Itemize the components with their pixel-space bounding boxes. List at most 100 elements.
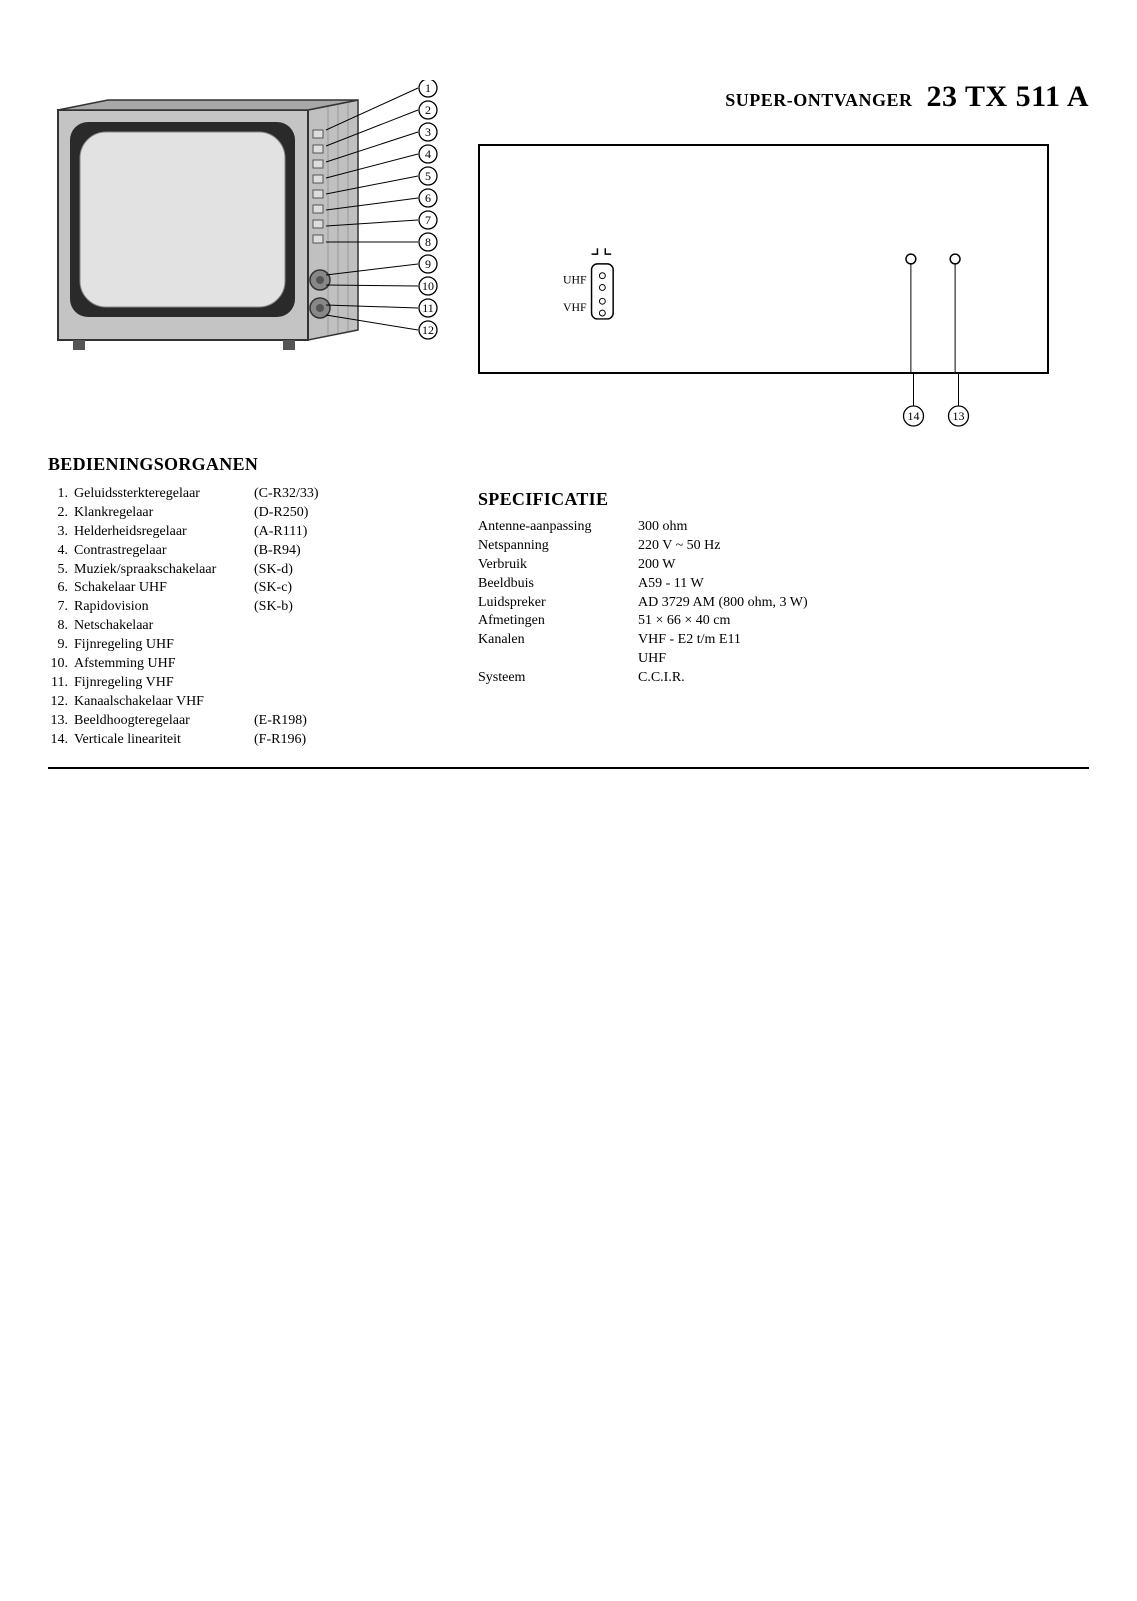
control-label: Schakelaar UHF [74, 579, 254, 598]
spec-value: 51 × 66 × 40 cm [638, 612, 1049, 631]
spec-row: BeeldbuisA59 - 11 W [478, 575, 1049, 594]
spec-key: Antenne-aanpassing [478, 518, 638, 537]
document-page: 123456789101112 SUPER-ONTVANGER 23 TX 51… [0, 0, 1137, 769]
control-label: Helderheidsregelaar [74, 523, 254, 542]
control-number: 14. [48, 731, 74, 750]
control-item: 5.Muziek/spraakschakelaar(SK-d) [48, 561, 448, 580]
rear-callouts: 14 13 [478, 374, 1049, 434]
rear-callouts-svg: 14 13 [478, 374, 1049, 434]
control-number: 10. [48, 655, 74, 674]
control-ref: (D-R250) [254, 504, 344, 523]
callout-13: 13 [953, 409, 965, 423]
control-item: 7.Rapidovision(SK-b) [48, 598, 448, 617]
control-ref: (A-R111) [254, 523, 344, 542]
control-item: 1.Geluidssterkteregelaar(C-R32/33) [48, 485, 448, 504]
control-number: 12. [48, 693, 74, 712]
controls-heading: BEDIENINGSORGANEN [48, 454, 448, 475]
control-label: Afstemming UHF [74, 655, 254, 674]
control-number: 6. [48, 579, 74, 598]
control-item: 10.Afstemming UHF [48, 655, 448, 674]
control-label: Beeldhoogteregelaar [74, 712, 254, 731]
control-number: 5. [48, 561, 74, 580]
rear-panel-svg: UHF VHF [480, 146, 1047, 372]
spec-row: Afmetingen51 × 66 × 40 cm [478, 612, 1049, 631]
spec-row: UHF [478, 650, 1049, 669]
spec-value: 200 W [638, 556, 1049, 575]
controls-list: 1.Geluidssterkteregelaar(C-R32/33)2.Klan… [48, 485, 448, 749]
vhf-label: VHF [563, 300, 587, 314]
callout-14: 14 [908, 409, 920, 423]
control-item: 14.Verticale lineariteit(F-R196) [48, 731, 448, 750]
control-item: 9.Fijnregeling UHF [48, 636, 448, 655]
spec-section: SPECIFICATIE Antenne-aanpassing300 ohmNe… [478, 489, 1049, 749]
spec-key: Luidspreker [478, 594, 638, 613]
spec-value: VHF - E2 t/m E11 [638, 631, 1049, 650]
control-item: 8.Netschakelaar [48, 617, 448, 636]
spec-value: UHF [638, 650, 1049, 669]
spec-value: A59 - 11 W [638, 575, 1049, 594]
spec-key [478, 650, 638, 669]
title-row: SUPER-ONTVANGER 23 TX 511 A [478, 80, 1089, 114]
rear-panel-box: UHF VHF [478, 144, 1049, 374]
callout-1: 1 [425, 81, 431, 95]
spec-row: Verbruik200 W [478, 556, 1049, 575]
controls-section: BEDIENINGSORGANEN 1.Geluidssterkteregela… [48, 454, 448, 749]
rear-panel-block: UHF VHF 14 13 [478, 144, 1089, 434]
callout-10: 10 [422, 279, 434, 293]
control-label: Contrastregelaar [74, 542, 254, 561]
control-ref [254, 617, 344, 636]
callout-5: 5 [425, 169, 431, 183]
control-label: Verticale lineariteit [74, 731, 254, 750]
spec-key: Netspanning [478, 537, 638, 556]
control-label: Netschakelaar [74, 617, 254, 636]
control-ref: (E-R198) [254, 712, 344, 731]
control-ref: (F-R196) [254, 731, 344, 750]
uhf-label: UHF [563, 273, 587, 287]
callout-9: 9 [425, 257, 431, 271]
model-number: 23 TX 511 A [927, 80, 1090, 114]
control-number: 11. [48, 674, 74, 693]
spec-key: Afmetingen [478, 612, 638, 631]
spec-heading: SPECIFICATIE [478, 489, 1049, 510]
spec-key: Kanalen [478, 631, 638, 650]
tv-illustration-svg: 123456789101112 [48, 80, 448, 370]
control-number: 7. [48, 598, 74, 617]
callout-2: 2 [425, 103, 431, 117]
control-ref [254, 674, 344, 693]
control-label: Fijnregeling UHF [74, 636, 254, 655]
control-number: 1. [48, 485, 74, 504]
control-ref: (B-R94) [254, 542, 344, 561]
control-item: 11.Fijnregeling VHF [48, 674, 448, 693]
control-number: 3. [48, 523, 74, 542]
spec-value: AD 3729 AM (800 ohm, 3 W) [638, 594, 1049, 613]
control-ref: (SK-c) [254, 579, 344, 598]
control-label: Kanaalschakelaar VHF [74, 693, 254, 712]
spec-value: 300 ohm [638, 518, 1049, 537]
control-ref: (SK-d) [254, 561, 344, 580]
control-label: Muziek/spraakschakelaar [74, 561, 254, 580]
control-ref: (SK-b) [254, 598, 344, 617]
control-number: 4. [48, 542, 74, 561]
callout-4: 4 [425, 147, 431, 161]
callout-8: 8 [425, 235, 431, 249]
spec-key: Systeem [478, 669, 638, 688]
control-item: 3.Helderheidsregelaar(A-R111) [48, 523, 448, 542]
control-item: 2.Klankregelaar(D-R250) [48, 504, 448, 523]
callout-11: 11 [422, 301, 434, 315]
spec-value: C.C.I.R. [638, 669, 1049, 688]
control-ref [254, 636, 344, 655]
tv-diagram: 123456789101112 [48, 80, 448, 370]
spec-row: Netspanning220 V ~ 50 Hz [478, 537, 1049, 556]
control-number: 13. [48, 712, 74, 731]
control-label: Rapidovision [74, 598, 254, 617]
spec-key: Verbruik [478, 556, 638, 575]
spec-row: KanalenVHF - E2 t/m E11 [478, 631, 1049, 650]
callout-7: 7 [425, 213, 431, 227]
control-number: 2. [48, 504, 74, 523]
spec-list: Antenne-aanpassing300 ohmNetspanning220 … [478, 518, 1049, 688]
callout-12: 12 [422, 323, 434, 337]
control-item: 13.Beeldhoogteregelaar(E-R198) [48, 712, 448, 731]
spec-value: 220 V ~ 50 Hz [638, 537, 1049, 556]
control-label: Klankregelaar [74, 504, 254, 523]
spec-key: Beeldbuis [478, 575, 638, 594]
